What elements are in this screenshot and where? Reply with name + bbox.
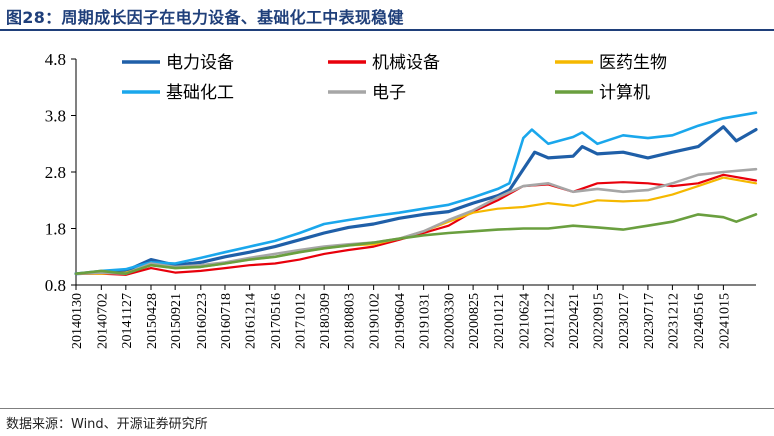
- x-tick-label: 20180803: [342, 293, 357, 349]
- x-tick-label: 20171012: [294, 293, 309, 349]
- x-tick-label: 20141127: [120, 293, 135, 348]
- x-tick-label: 20161214: [244, 293, 259, 349]
- y-tick-label: 4.8: [45, 50, 66, 69]
- line-chart: 0.8 1.8 2.8 3.8 4.8 20140130 20140702 20141127 2…: [45, 50, 758, 349]
- x-tick-label: 20150921: [169, 293, 184, 349]
- x-tick-label: 20160718: [219, 293, 234, 349]
- title-underline: [0, 29, 774, 31]
- footer-divider: [0, 408, 774, 409]
- series-line-1: [74, 125, 758, 276]
- x-tick-label: 20220915: [591, 293, 606, 349]
- page-title: 图28：周期成长因子在电力设备、基础化工中表现稳健: [6, 8, 404, 27]
- y-tick-label: 2.8: [45, 163, 66, 182]
- y-tick-label: 3.8: [45, 107, 66, 126]
- chart-axes: 0.8 1.8 2.8 3.8 4.8 20140130 20140702 20141127 2…: [45, 50, 756, 349]
- series-line-6: [74, 213, 758, 276]
- x-tick-label: 20210121: [492, 293, 507, 349]
- legend-label-6: 计算机: [599, 83, 650, 103]
- x-tick-label: 20150428: [145, 293, 160, 349]
- x-tick-label: 20230217: [617, 293, 632, 349]
- x-tick-label: 20180309: [318, 293, 333, 349]
- chart-plot-area: [74, 111, 758, 276]
- series-line-5: [74, 167, 758, 276]
- x-tick-label: 20231212: [666, 293, 681, 349]
- x-tick-label: 20220421: [567, 293, 582, 349]
- x-tick-label: 20170516: [269, 293, 284, 349]
- x-tick-label: 20210624: [517, 293, 532, 349]
- x-tick-label: 20190102: [368, 293, 383, 349]
- x-tick-label: 20211122: [542, 293, 557, 348]
- data-source-note: 数据来源：Wind、开源证券研究所: [6, 417, 208, 432]
- x-tick-label: 20230717: [642, 293, 657, 349]
- x-tick-label: 20200825: [467, 293, 482, 349]
- x-tick-label: 20140130: [70, 293, 85, 349]
- legend-label-4: 基础化工: [166, 83, 234, 103]
- legend-label-5: 电子: [372, 83, 406, 103]
- legend-label-2: 机械设备: [372, 53, 440, 73]
- x-tick-label: 20191031: [418, 293, 433, 349]
- y-tick-label: 1.8: [45, 220, 66, 239]
- x-tick-label: 20160223: [195, 293, 210, 349]
- x-tick-label: 20200330: [443, 293, 458, 349]
- x-tick-label: 20190604: [393, 293, 408, 349]
- y-tick-label: 0.8: [45, 276, 66, 295]
- x-tick-label: 20240516: [692, 293, 707, 349]
- legend-label-1: 电力设备: [166, 53, 234, 73]
- x-tick-label: 20140702: [95, 293, 110, 349]
- legend-label-3: 医药生物: [599, 53, 667, 73]
- series-line-4: [74, 111, 758, 276]
- x-tick-label: 20241015: [717, 293, 732, 349]
